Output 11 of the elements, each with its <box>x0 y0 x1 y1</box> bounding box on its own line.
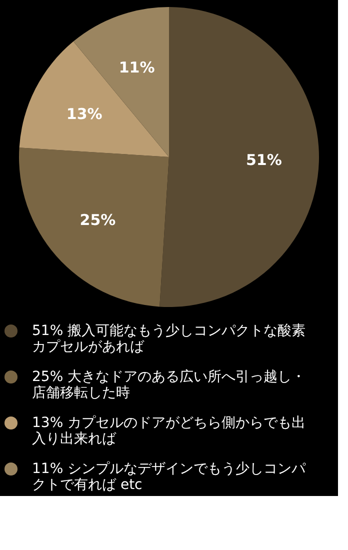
data-label: 11% <box>118 58 155 77</box>
data-label: 13% <box>66 104 102 123</box>
legend-label: 13% カプセルのドアがどちら側からでも出入り出来れば <box>32 415 306 447</box>
data-label: 25% <box>80 210 116 229</box>
legend-label: 51% 搬入可能なもう少しコンパクトな酸素カプセルがあれば <box>32 323 306 355</box>
legend-label: 25% 大きなドアのある広い所へ引っ越し・店舗移転した時 <box>32 369 306 401</box>
legend-label: 11% シンプルなデザインでもう少しコンパクトで有れば etc <box>32 461 307 493</box>
pie-slice <box>19 148 169 307</box>
pie-slice <box>160 7 319 307</box>
pie-slice <box>19 41 169 157</box>
data-label: 51% <box>246 150 282 169</box>
